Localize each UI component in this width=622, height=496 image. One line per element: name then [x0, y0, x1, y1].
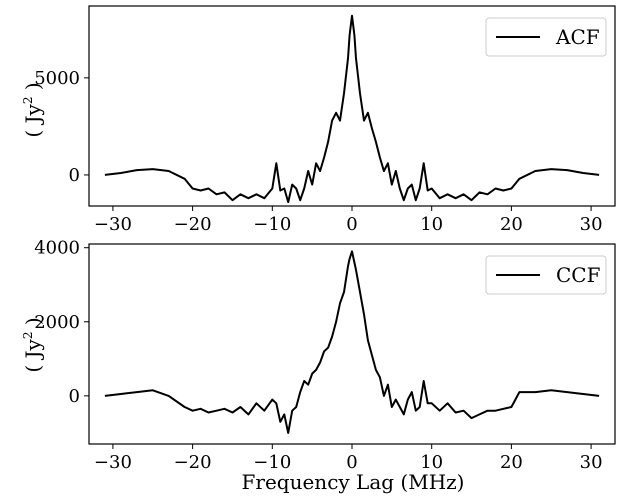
x-tick-label: −20 — [174, 214, 212, 235]
y-tick-label: 0 — [69, 165, 80, 186]
legend-label-acf: ACF — [555, 25, 600, 49]
x-tick-label: −30 — [94, 214, 132, 235]
y-tick-label: 2000 — [34, 312, 80, 333]
ccf-panel: ( Jy2 ) CCF −30 −20 −10 0 10 20 30 0 2000 4000 — [21, 238, 616, 473]
legend-box-acf — [485, 17, 607, 57]
x-tick-label: 20 — [500, 214, 523, 235]
ylabel-acf: ( Jy2 ) — [21, 82, 45, 137]
ylabel-ccf: ( Jy2 ) — [21, 317, 45, 372]
series-line-acf — [104, 14, 600, 204]
legend-box-ccf — [485, 255, 607, 295]
y-tick-label: 0 — [69, 386, 80, 407]
x-tick-label: 0 — [346, 452, 357, 473]
legend-label-ccf: CCF — [556, 263, 601, 287]
acf-panel: ( Jy2 ) ACF −30 −20 −10 0 10 20 30 0 5000 — [21, 5, 616, 235]
x-tick-label: 30 — [580, 214, 603, 235]
y-tick-label: 5000 — [34, 68, 80, 89]
x-axis-label: Frequency Lag (MHz) — [242, 470, 465, 494]
x-tick-label: −10 — [253, 214, 291, 235]
y-tick-label: 4000 — [34, 238, 80, 259]
x-tick-label: −20 — [174, 452, 212, 473]
x-tick-label: 10 — [420, 214, 443, 235]
series-line-ccf — [104, 250, 600, 434]
x-tick-label: −30 — [94, 452, 132, 473]
x-tick-label: 10 — [420, 452, 443, 473]
x-tick-label: 0 — [346, 214, 357, 235]
x-tick-label: 20 — [500, 452, 523, 473]
x-tick-label: −10 — [253, 452, 291, 473]
x-tick-label: 30 — [580, 452, 603, 473]
